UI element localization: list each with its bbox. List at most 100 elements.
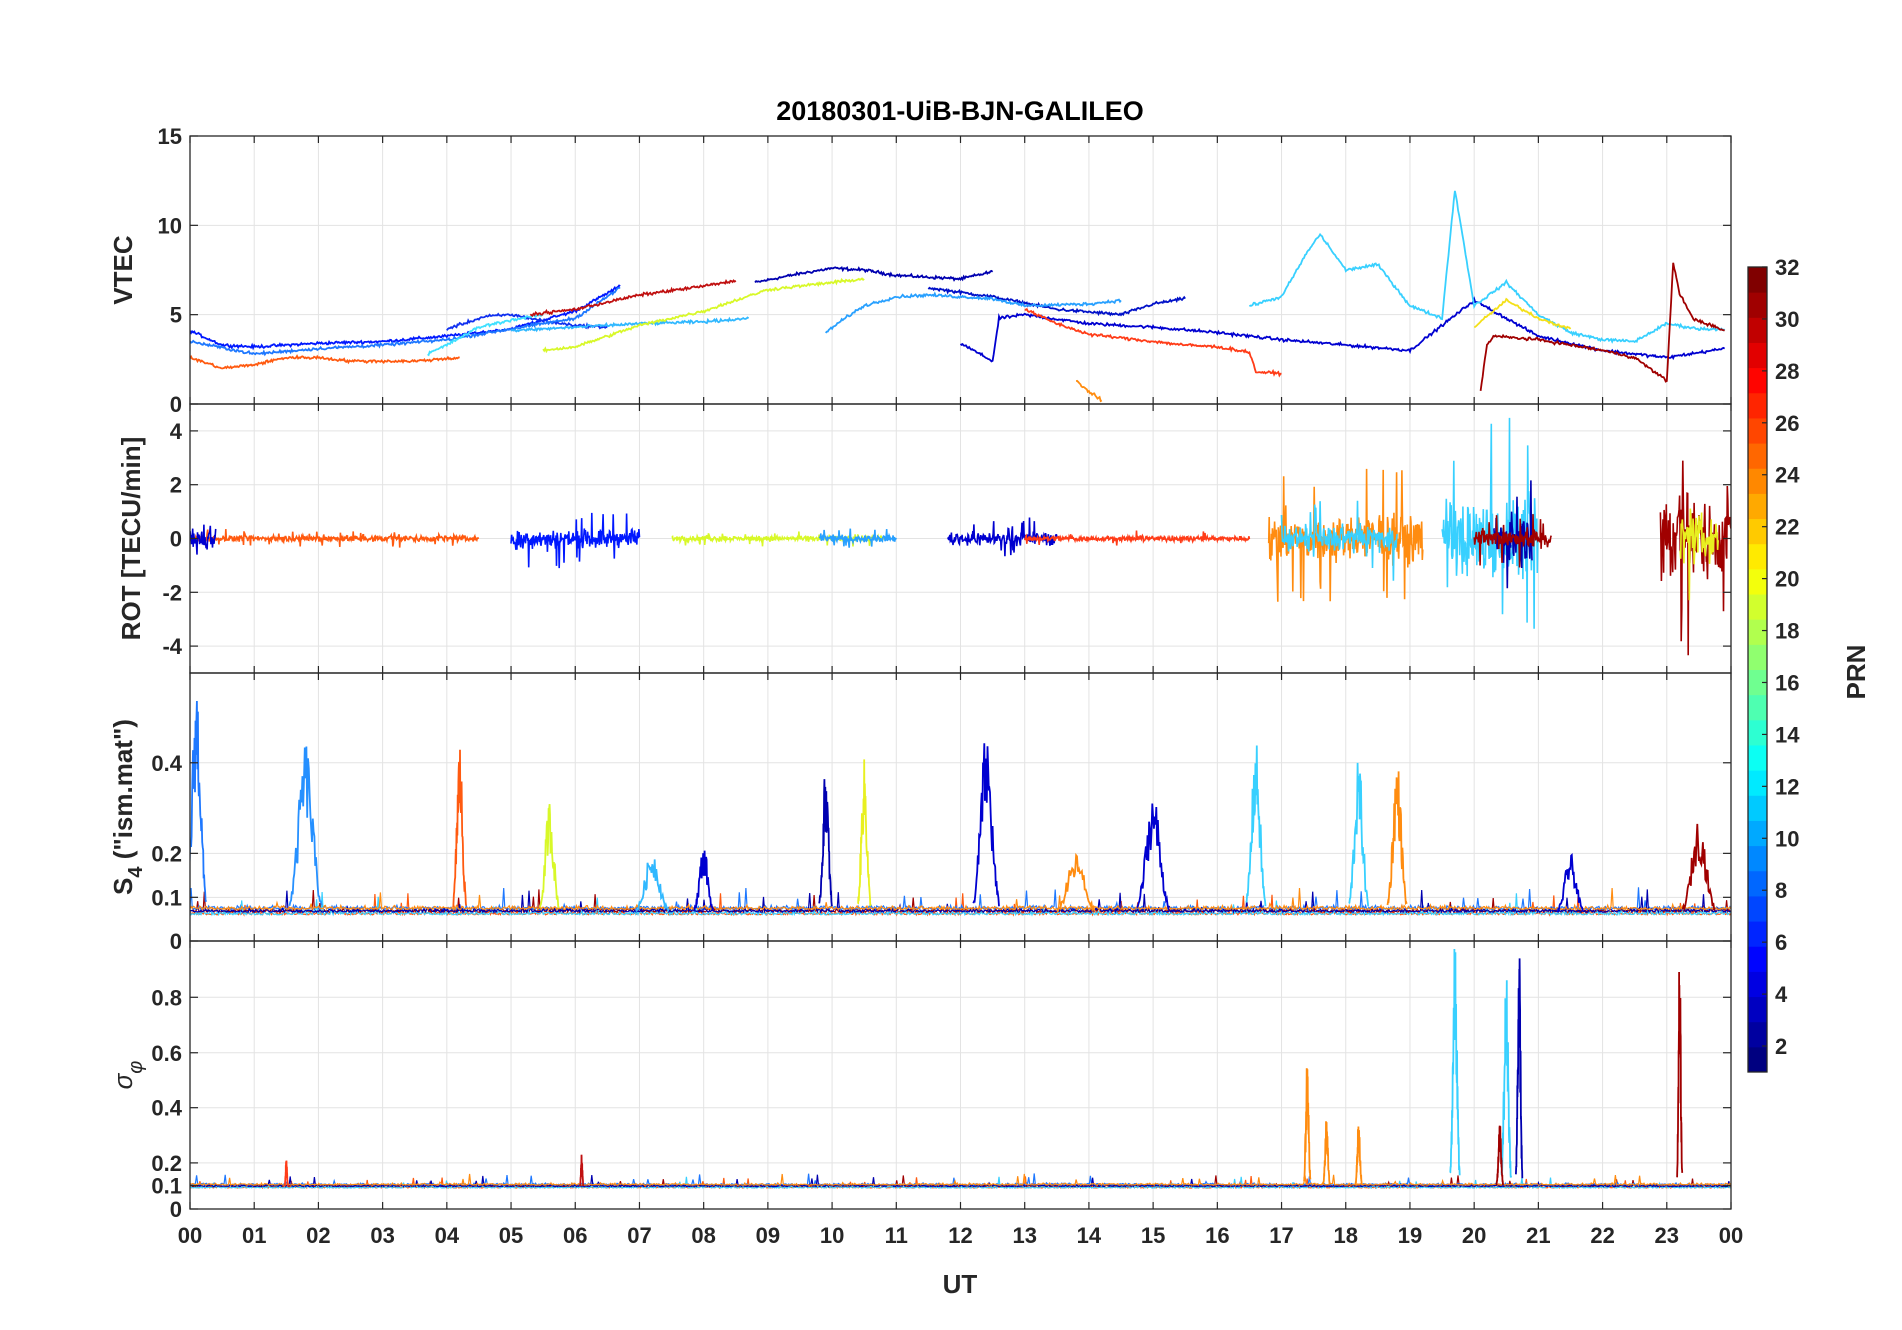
spike-prn-31 <box>1495 1125 1504 1186</box>
colorbar-segment <box>1748 392 1767 419</box>
y-tick-label: 0.1 <box>151 885 182 910</box>
colorbar-tick-label: 2 <box>1775 1034 1787 1059</box>
colorbar-segment <box>1748 317 1767 343</box>
baseline-trace <box>190 891 1731 917</box>
y-tick-label: 0.4 <box>151 751 182 776</box>
colorbar-segment <box>1748 342 1767 369</box>
colorbar-tick-label: 28 <box>1775 359 1799 384</box>
x-tick-label: 07 <box>627 1223 651 1248</box>
y-tick-label: 0.6 <box>151 1041 182 1066</box>
rot-activity-prn-2 <box>1493 480 1533 589</box>
x-tick-label: 19 <box>1398 1223 1422 1248</box>
x-tick-label: 04 <box>435 1223 460 1248</box>
colorbar-segment <box>1748 971 1767 998</box>
rot-activity-prn-5 <box>190 524 217 555</box>
colorbar-segment <box>1748 946 1767 972</box>
x-axis-ticks: 00 01 02 03 04 05 06 07 08 09 10 11 12 13 14 15 16 17 18 19… <box>178 1223 1743 1248</box>
rot-activity-prn-12 <box>1280 500 1398 581</box>
spike-prn-30 <box>579 1154 585 1187</box>
series-prn-12 <box>1248 190 1726 344</box>
colorbar-tick-label: 6 <box>1775 930 1787 955</box>
y-tick-label: 0.4 <box>151 1096 182 1121</box>
panel-vtec: 0 5 10 15 VTEC <box>108 124 1732 417</box>
baseline-trace <box>190 889 1731 914</box>
rot-activity-prn-5 <box>946 517 1058 557</box>
chart-title: 20180301-UiB-BJN-GALILEO <box>776 96 1144 126</box>
series-prn-4 <box>927 286 1186 317</box>
y-axis-label-main: σ <box>108 1072 138 1089</box>
spike-prn-24 <box>1386 771 1408 906</box>
x-tick-label: 03 <box>370 1223 394 1248</box>
colorbar-segment <box>1748 996 1767 1023</box>
y-tick-label: 0.8 <box>151 985 182 1010</box>
colorbar-segment <box>1748 292 1767 318</box>
panel-sigma-data <box>190 948 1731 1190</box>
colorbar-tick-label: 26 <box>1775 411 1799 436</box>
colorbar-tick-label: 22 <box>1775 515 1799 540</box>
x-tick-label: 10 <box>820 1223 844 1248</box>
colorbar-segment <box>1748 744 1767 771</box>
panel-rot-data <box>190 417 1731 656</box>
series-prn-26 <box>190 354 460 370</box>
panel-s4-data <box>190 700 1731 917</box>
colorbar-tick-label: 16 <box>1775 670 1799 695</box>
y-tick-label: 0 <box>170 1197 182 1222</box>
colorbar-segment <box>1748 770 1767 796</box>
y-tick-label: -4 <box>162 634 182 659</box>
x-tick-label: 13 <box>1012 1223 1036 1248</box>
spike-prn-5 <box>972 743 1000 907</box>
colorbar-segment <box>1748 1046 1767 1073</box>
x-tick-label: 17 <box>1269 1223 1293 1248</box>
spike-prn-31 <box>1681 823 1716 911</box>
baseline-trace <box>190 887 1731 912</box>
panel-s4: 00.10.20.4S4 ("ism.mat") <box>108 672 1732 954</box>
colorbar-frame <box>1747 266 1768 1073</box>
series-prn-31 <box>1479 262 1726 392</box>
spike-prn-9 <box>288 746 323 906</box>
x-tick-label: 12 <box>948 1223 972 1248</box>
colorbar-label: PRN <box>1841 645 1871 700</box>
x-tick-label: 20 <box>1462 1223 1486 1248</box>
colorbar-segment <box>1748 870 1767 897</box>
series-prn-21 <box>1474 297 1572 330</box>
x-tick-label: 18 <box>1334 1223 1358 1248</box>
spike-prn-12 <box>1500 980 1512 1178</box>
x-tick-label: 00 <box>1719 1223 1743 1248</box>
y-tick-label: 2 <box>170 473 182 498</box>
x-tick-label: 14 <box>1077 1223 1102 1248</box>
y-tick-label: 0 <box>170 929 182 954</box>
spike-prn-24 <box>1056 852 1096 913</box>
colorbar-tick-label: 30 <box>1775 307 1799 332</box>
y-tick-label: 0.2 <box>151 1151 182 1176</box>
spike-prn-24 <box>1354 1126 1363 1186</box>
y-axis-label-suffix: ("ism.mat") <box>108 719 138 866</box>
y-axis-label-sub: 4 <box>125 866 147 878</box>
baseline-trace <box>190 1173 1731 1187</box>
colorbar-segment <box>1748 619 1767 645</box>
rot-activity-prn-20 <box>1679 508 1719 601</box>
colorbar-segment <box>1748 921 1767 947</box>
spike-prn-31 <box>1676 971 1684 1178</box>
x-tick-label: 09 <box>756 1223 780 1248</box>
colorbar-segment <box>1748 719 1767 746</box>
series-prn-2 <box>754 266 994 283</box>
y-tick-label: 0 <box>170 392 182 417</box>
y-tick-label: 0 <box>170 527 182 552</box>
x-tick-label: 21 <box>1526 1223 1550 1248</box>
rot-activity-prn-31 <box>1659 460 1731 656</box>
rot-activity-prn-26 <box>190 529 480 548</box>
colorbar-segment <box>1748 493 1767 520</box>
spike-prn-2 <box>1515 958 1524 1179</box>
series-prn-13 <box>427 313 544 357</box>
colorbar-segment <box>1748 543 1767 570</box>
y-axis-label-main: S <box>108 878 138 895</box>
series-prn-19 <box>542 277 865 354</box>
series-prn-27 <box>1024 307 1282 378</box>
colorbar-segment <box>1748 1021 1767 1048</box>
colorbar-segment <box>1748 594 1767 620</box>
colorbar-tick-label: 4 <box>1775 982 1788 1007</box>
rot-activity-prn-10 <box>818 528 897 548</box>
panel-vtec-data <box>190 190 1726 403</box>
colorbar-segment <box>1748 468 1767 494</box>
x-tick-label: 15 <box>1141 1223 1165 1248</box>
